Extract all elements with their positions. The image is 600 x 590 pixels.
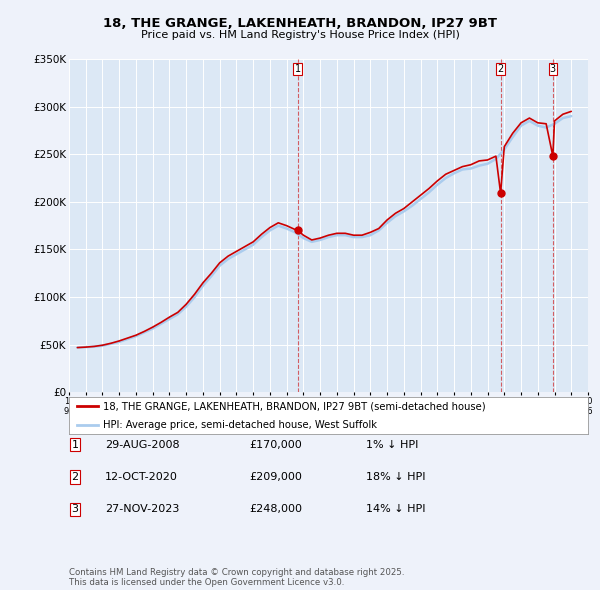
Text: 27-NOV-2023: 27-NOV-2023 [105,504,179,514]
Text: 2: 2 [71,472,79,482]
Text: 29-AUG-2008: 29-AUG-2008 [105,440,179,450]
Text: 3: 3 [71,504,79,514]
Text: 14% ↓ HPI: 14% ↓ HPI [366,504,425,514]
Text: £209,000: £209,000 [249,472,302,482]
Text: 1% ↓ HPI: 1% ↓ HPI [366,440,418,450]
Text: 18, THE GRANGE, LAKENHEATH, BRANDON, IP27 9BT (semi-detached house): 18, THE GRANGE, LAKENHEATH, BRANDON, IP2… [103,401,485,411]
Text: £248,000: £248,000 [249,504,302,514]
Text: 12-OCT-2020: 12-OCT-2020 [105,472,178,482]
Text: 18, THE GRANGE, LAKENHEATH, BRANDON, IP27 9BT: 18, THE GRANGE, LAKENHEATH, BRANDON, IP2… [103,17,497,30]
Text: Contains HM Land Registry data © Crown copyright and database right 2025.
This d: Contains HM Land Registry data © Crown c… [69,568,404,587]
Text: £170,000: £170,000 [249,440,302,450]
Text: 1: 1 [71,440,79,450]
Text: Price paid vs. HM Land Registry's House Price Index (HPI): Price paid vs. HM Land Registry's House … [140,30,460,40]
Text: 18% ↓ HPI: 18% ↓ HPI [366,472,425,482]
Text: 3: 3 [550,64,556,74]
Text: 1: 1 [295,64,301,74]
Text: 2: 2 [497,64,504,74]
Text: HPI: Average price, semi-detached house, West Suffolk: HPI: Average price, semi-detached house,… [103,419,377,430]
